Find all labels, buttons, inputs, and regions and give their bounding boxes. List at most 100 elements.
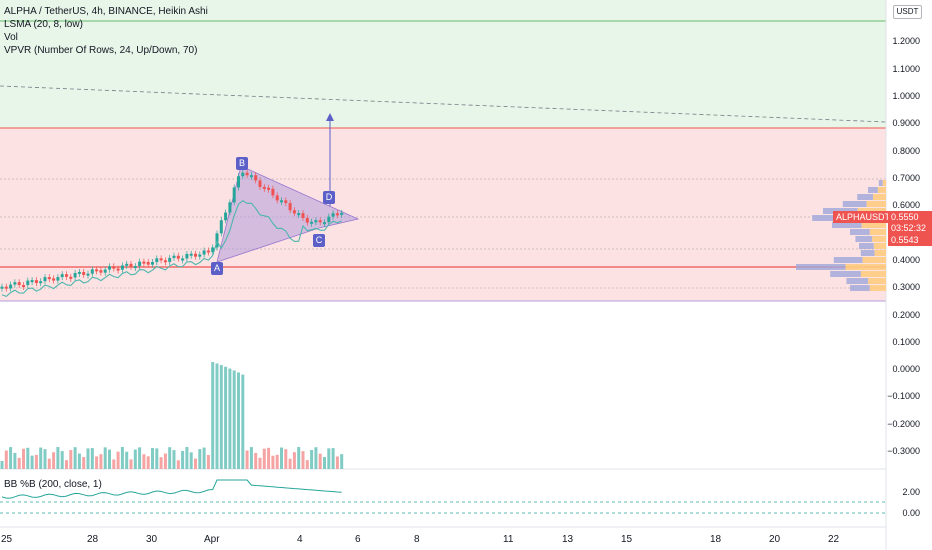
vpvr-row [873, 243, 886, 249]
sub-axis-label: 0.00 [902, 508, 920, 518]
volume-bar [292, 452, 296, 469]
symbol-tag: ALPHAUSDT [833, 211, 894, 223]
volume-bar [13, 452, 17, 469]
volume-bar [280, 447, 283, 469]
vpvr-row [855, 236, 873, 242]
volume-bar [103, 447, 107, 469]
volume-bar [206, 454, 210, 469]
time-label: 18 [710, 534, 722, 545]
price-label: 1.1000 [892, 64, 920, 74]
volume-bar [340, 454, 344, 469]
volume-bar [30, 455, 34, 469]
legend-vpvr[interactable]: VPVR (Number Of Rows, 24, Up/Down, 70) [4, 45, 198, 56]
vpvr-row [868, 278, 886, 284]
vpvr-row [857, 194, 874, 200]
price-label: 0.3000 [892, 282, 920, 292]
volume-bar [318, 453, 322, 469]
volume-bar [0, 461, 4, 469]
volume-bar [237, 372, 240, 469]
volume-bar [163, 453, 167, 469]
volume-bar [39, 447, 43, 469]
vpvr-row [878, 180, 883, 186]
volume-bar [241, 374, 245, 469]
time-label: 20 [769, 534, 781, 545]
second-price-tag: 0.5543 [888, 234, 932, 246]
volume-bar [189, 452, 193, 469]
volume-bar [228, 368, 232, 469]
price-label: −0.2000 [887, 419, 920, 429]
vpvr-row [882, 180, 886, 186]
vpvr-row [869, 229, 886, 235]
vpvr-profile [796, 180, 886, 291]
vpvr-row [869, 285, 886, 291]
volume-bar [310, 449, 314, 469]
time-label: 22 [828, 534, 840, 545]
volume-bar [73, 447, 77, 469]
vpvr-row [850, 229, 870, 235]
volume-bar [185, 447, 189, 469]
vpvr-row [874, 250, 886, 256]
volume-bar [82, 457, 86, 469]
price-label: 0.8000 [892, 146, 920, 156]
volume-bar [327, 448, 331, 469]
volume-bar [120, 447, 124, 469]
volume-bar [224, 366, 228, 469]
vpvr-row [846, 278, 869, 284]
volume-bar [60, 451, 64, 469]
legend-lsma[interactable]: LSMA (20, 8, low) [4, 19, 83, 30]
volume-bar [331, 448, 335, 469]
volume-bar [17, 457, 21, 469]
volume-bar [155, 448, 159, 469]
vpvr-row [860, 271, 886, 277]
volume-bar [271, 455, 275, 469]
volume-bar [95, 456, 99, 469]
vpvr-row [833, 257, 863, 263]
price-label: 0.2000 [892, 310, 920, 320]
vpvr-row [845, 264, 886, 270]
volume-bar [335, 456, 339, 469]
pattern-point-a[interactable]: A [211, 262, 223, 275]
volume-bar [219, 365, 223, 469]
time-label: 8 [414, 534, 420, 545]
volume-bar [301, 451, 305, 469]
volume-bar [142, 454, 146, 469]
currency-selector[interactable]: USDT [893, 5, 922, 19]
volume-bar [34, 454, 38, 469]
volume-bar [47, 458, 51, 469]
volume-bar [65, 460, 68, 469]
time-label: 11 [503, 534, 514, 545]
pattern-point-d[interactable]: D [323, 191, 335, 204]
volume-bar [99, 454, 103, 469]
vpvr-row [868, 187, 878, 193]
volume-bar [181, 451, 185, 469]
time-label: 15 [621, 534, 633, 545]
price-label: 0.1000 [892, 337, 920, 347]
vpvr-row [877, 187, 886, 193]
time-label: 30 [146, 534, 158, 545]
volume-bar [159, 457, 163, 469]
downtrend-line [0, 85, 887, 123]
legend-bb[interactable]: BB %B (200, close, 1) [4, 479, 102, 490]
time-label: 28 [87, 534, 99, 545]
projection-arrow-head [326, 113, 334, 121]
vpvr-row [830, 271, 861, 277]
legend-title[interactable]: ALPHA / TetherUS, 4h, BINANCE, Heikin As… [4, 6, 208, 17]
price-label: −0.1000 [887, 391, 920, 401]
vpvr-row [873, 194, 886, 200]
volume-bar [129, 459, 133, 469]
volume-bar [112, 459, 116, 469]
price-label: 0.9000 [892, 118, 920, 128]
red-zone [0, 128, 886, 301]
volume-bar [262, 448, 266, 469]
volume-bar [146, 456, 150, 469]
legend-vol[interactable]: Vol [4, 32, 18, 43]
volume-bar [297, 447, 301, 469]
vpvr-row [850, 285, 870, 291]
pattern-point-b[interactable]: B [236, 157, 248, 170]
price-label: 0.4000 [892, 255, 920, 265]
candle-series [0, 169, 344, 292]
pattern-point-c[interactable]: C [313, 234, 325, 247]
volume-bar [77, 453, 81, 469]
